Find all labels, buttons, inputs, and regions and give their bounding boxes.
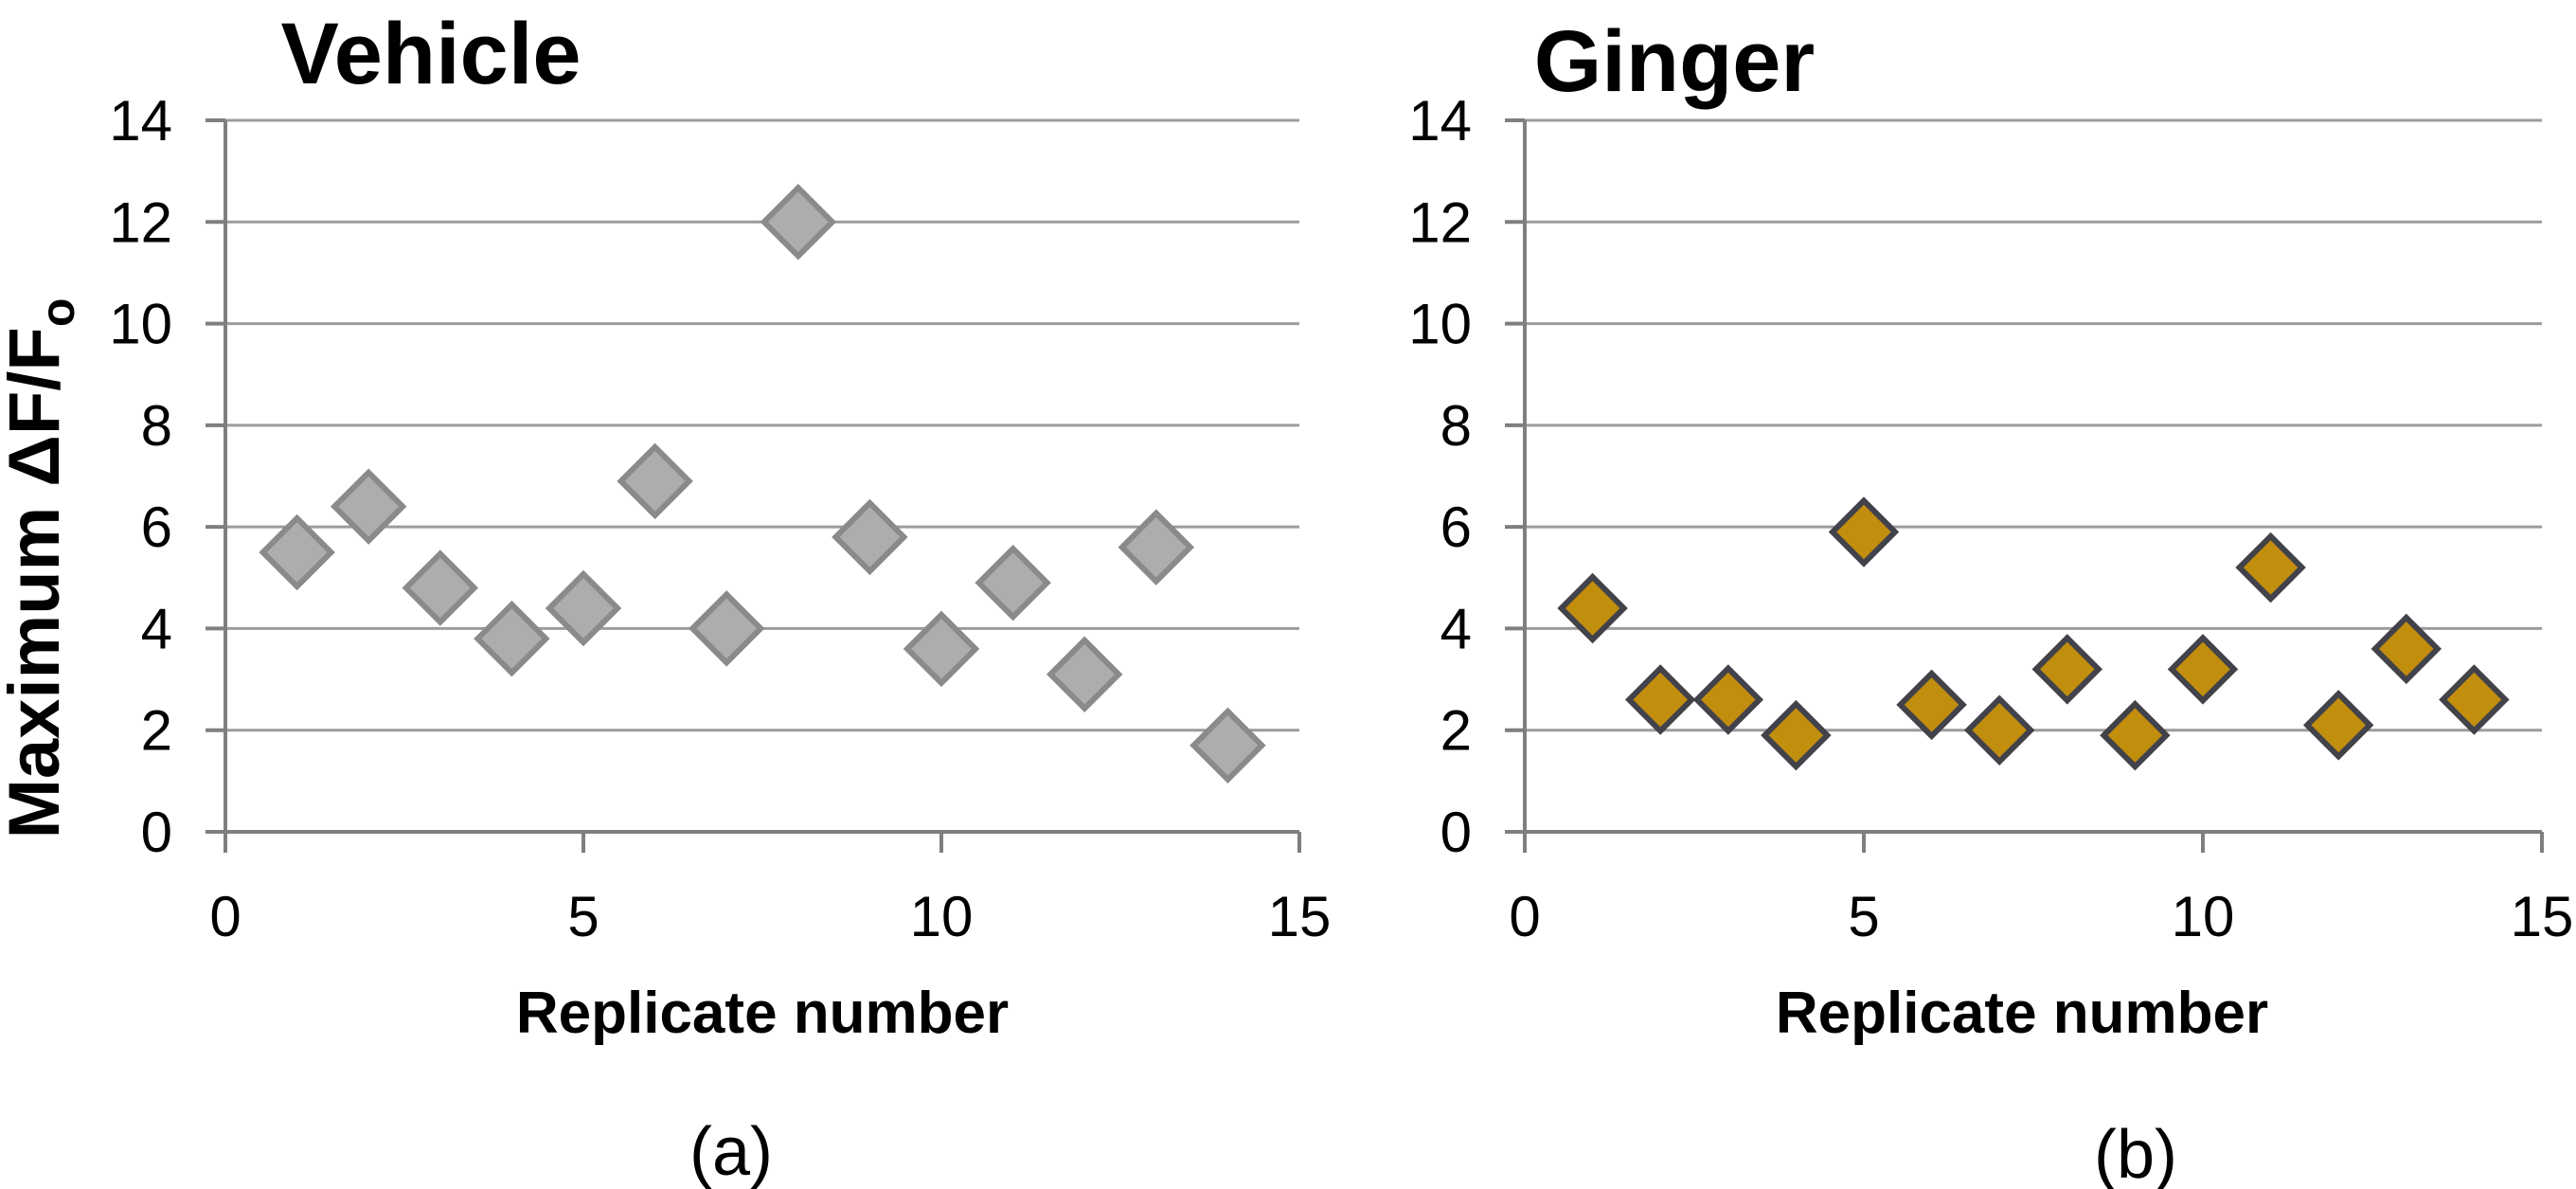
- gridlines: [225, 118, 1299, 834]
- x-tick-label-15: 15: [1268, 885, 1332, 948]
- y-tick-label-0: 0: [1440, 801, 1472, 864]
- chart-title-vehicle: Vehicle: [280, 6, 581, 102]
- chart-ginger: 0 2 4 6 8 10 12 14 0 5 10 15 Ginger Replicate numb…: [1408, 13, 2573, 1189]
- x-tick-label-15: 15: [2511, 885, 2574, 948]
- data-point-diamond: [2302, 690, 2374, 761]
- data-point-diamond: [2235, 531, 2306, 604]
- y-tick-label-2: 2: [1440, 699, 1472, 763]
- x-tick-labels: 0 5 10 15: [1509, 885, 2573, 948]
- data-point-diamond: [832, 498, 908, 576]
- data-point-diamond: [1828, 496, 1900, 567]
- y-tick-labels: 0 2 4 6 8 10 12 14: [109, 89, 172, 864]
- x-axis-title-vehicle: Replicate number: [516, 981, 1009, 1046]
- data-point-diamond: [2370, 613, 2442, 685]
- data-point-diamond: [1963, 694, 2035, 766]
- x-tick-labels: 0 5 10 15: [209, 885, 1331, 948]
- y-tick-label-2: 2: [141, 699, 172, 763]
- data-point-diamond: [760, 184, 837, 261]
- data-point-diamond: [1190, 707, 1266, 784]
- y-tick-label-8: 8: [1440, 394, 1472, 458]
- y-tick-label-6: 6: [1440, 495, 1472, 559]
- gridlines: [1525, 118, 2542, 834]
- data-point-diamond: [1118, 509, 1195, 585]
- data-point-diamond: [1896, 669, 1967, 741]
- y-tick-labels: 0 2 4 6 8 10 12 14: [1408, 89, 1472, 864]
- y-tick-label-14: 14: [1408, 89, 1472, 153]
- x-tick-label-10: 10: [910, 885, 974, 948]
- y-axis-title-subscript: o: [31, 298, 84, 328]
- data-point-diamond: [1692, 664, 1764, 735]
- data-point-diamond: [903, 610, 980, 688]
- data-point-diamond: [330, 468, 407, 545]
- data-point-diamond: [2167, 634, 2239, 705]
- y-tick-label-14: 14: [109, 89, 172, 153]
- data-point-diamond: [2100, 699, 2171, 771]
- data-point-diamond: [2439, 664, 2510, 735]
- axis-lines: [206, 118, 1301, 853]
- data-point-diamond: [688, 590, 765, 667]
- data-point-diamond: [1624, 664, 1696, 735]
- chart-title-ginger: Ginger: [1534, 13, 1815, 110]
- data-point-diamond: [545, 569, 622, 647]
- y-tick-label-4: 4: [141, 597, 172, 660]
- y-tick-label-10: 10: [1408, 293, 1472, 356]
- x-tick-label-0: 0: [1509, 885, 1540, 948]
- x-tick-label-10: 10: [2172, 885, 2235, 948]
- data-points: [259, 184, 1266, 784]
- data-point-diamond: [402, 549, 479, 626]
- chart-vehicle: 0 2 4 6 8 10 12 14 0 5 10 15 Vehicle Maximum ΔF/Fo…: [0, 6, 1331, 1189]
- data-point-diamond: [2031, 634, 2103, 705]
- data-point-diamond: [474, 600, 550, 677]
- y-axis-title-main: Maximum ΔF/F: [0, 327, 75, 838]
- data-point-diamond: [1046, 636, 1123, 712]
- y-axis-title: Maximum ΔF/Fo: [0, 298, 84, 839]
- data-points: [1557, 496, 2510, 771]
- caption-a: (a): [689, 1114, 773, 1189]
- data-point-diamond: [1557, 572, 1628, 644]
- y-tick-label-0: 0: [141, 801, 172, 864]
- x-axis-title-ginger: Replicate number: [1776, 981, 2268, 1046]
- x-tick-label-5: 5: [567, 885, 599, 948]
- axis-lines: [1505, 118, 2544, 853]
- x-tick-label-0: 0: [209, 885, 241, 948]
- y-tick-label-12: 12: [109, 190, 172, 254]
- data-point-diamond: [1761, 699, 1832, 771]
- x-tick-label-5: 5: [1848, 885, 1879, 948]
- y-tick-label-12: 12: [1408, 190, 1472, 254]
- data-point-diamond: [617, 442, 693, 520]
- data-point-diamond: [259, 513, 335, 591]
- y-tick-label-4: 4: [1440, 597, 1472, 660]
- y-tick-label-6: 6: [141, 495, 172, 559]
- data-point-diamond: [975, 544, 1051, 622]
- caption-b: (b): [2094, 1117, 2177, 1189]
- y-tick-label-8: 8: [141, 394, 172, 458]
- y-tick-label-10: 10: [109, 293, 172, 356]
